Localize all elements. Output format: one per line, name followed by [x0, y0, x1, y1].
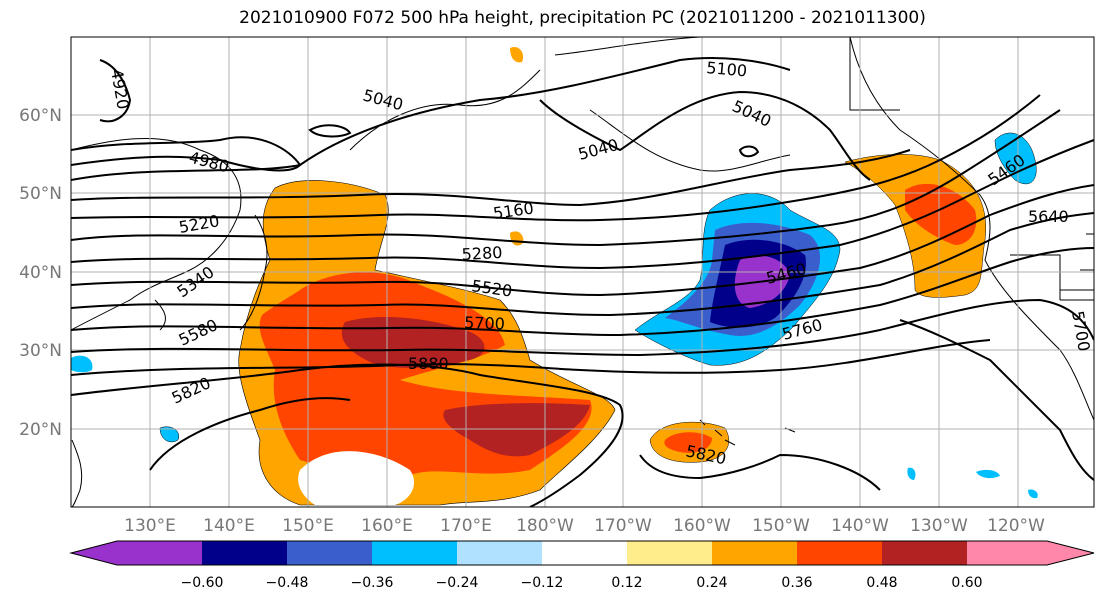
colorbar-tick-neg012: −0.12 [521, 575, 564, 591]
lat-label-60n: 60°N [19, 106, 62, 126]
colorbar-outline [69, 540, 1095, 566]
lon-label-120w: 120°W [987, 516, 1045, 536]
lat-label-20n: 20°N [19, 420, 62, 440]
colorbar-segment-8 [712, 541, 797, 565]
colorbar-segment-1 [117, 541, 202, 565]
colorbar-tick-neg060: −0.60 [181, 575, 224, 591]
lon-label-130w: 130°W [910, 516, 968, 536]
latitude-axis: 60°N 50°N 40°N 30°N 20°N [19, 106, 62, 440]
lon-label-160w: 160°W [673, 516, 731, 536]
colorbar-extend-low [71, 541, 117, 565]
strong-anomaly-hawaii [664, 432, 712, 453]
lon-label-140w: 140°W [831, 516, 889, 536]
positive-anomaly-west-pacific [238, 180, 616, 506]
map-border [70, 36, 1095, 508]
lat-label-50n: 50°N [19, 184, 62, 204]
colorbar-segment-7 [627, 541, 712, 565]
lon-label-130e: 130°E [124, 516, 176, 536]
colorbar-segment-9 [797, 541, 882, 565]
colorbar-tick-012: 0.12 [611, 575, 642, 591]
colorbar-segment-6 [542, 541, 627, 565]
colorbar-tick-048: 0.48 [866, 575, 897, 591]
colorbar-segment-10 [882, 541, 967, 565]
lon-label-180w: 180°W [516, 516, 574, 536]
contour-label-5700-a: 5700 [464, 313, 505, 333]
colorbar-segment-3 [287, 541, 372, 565]
lon-label-150e: 150°E [282, 516, 334, 536]
colorbar-tick-036: 0.36 [781, 575, 812, 591]
contour-label-5100: 5100 [706, 58, 748, 80]
colorbar-extend-high [1047, 541, 1094, 565]
lon-label-170e: 170°E [440, 516, 492, 536]
longitude-axis: 130°E 140°E 150°E 160°E 170°E 180°W 170°… [124, 516, 1045, 536]
map-title: 2021010900 F072 500 hPa height, precipit… [239, 8, 926, 28]
contour-label-5880: 5880 [408, 354, 449, 373]
graticule [71, 37, 1094, 507]
colorbar: −0.60 −0.48 −0.36 −0.24 −0.12 0.12 0.24 … [69, 540, 1095, 591]
lon-label-170w: 170°W [594, 516, 652, 536]
negative-anomaly-east2 [1028, 489, 1038, 499]
colorbar-segment-11 [967, 541, 1047, 565]
lat-label-30n: 30°N [19, 341, 62, 361]
lon-label-140e: 140°E [203, 516, 255, 536]
colorbar-segment-2 [202, 541, 287, 565]
height-contours [71, 57, 1094, 507]
contour-label-5640: 5640 [1028, 207, 1069, 226]
colorbar-tick-neg036: −0.36 [351, 575, 394, 591]
negative-anomaly-east [976, 469, 1000, 479]
negative-anomaly-small [159, 426, 180, 443]
lon-label-150w: 150°W [752, 516, 810, 536]
colorbar-tick-024: 0.24 [696, 575, 727, 591]
lat-label-40n: 40°N [19, 263, 62, 283]
colorbar-tick-060: 0.60 [951, 575, 982, 591]
negative-anomaly-east3 [907, 467, 916, 480]
colorbar-segment-5 [457, 541, 542, 565]
colorbar-tick-neg048: −0.48 [266, 575, 309, 591]
negative-anomaly-west [71, 355, 93, 373]
colorbar-tick-neg024: −0.24 [436, 575, 479, 591]
contour-label-5280: 5280 [461, 243, 503, 264]
colorbar-segment-4 [372, 541, 457, 565]
lon-label-160e: 160°E [361, 516, 413, 536]
positive-anomaly-north [510, 46, 524, 63]
